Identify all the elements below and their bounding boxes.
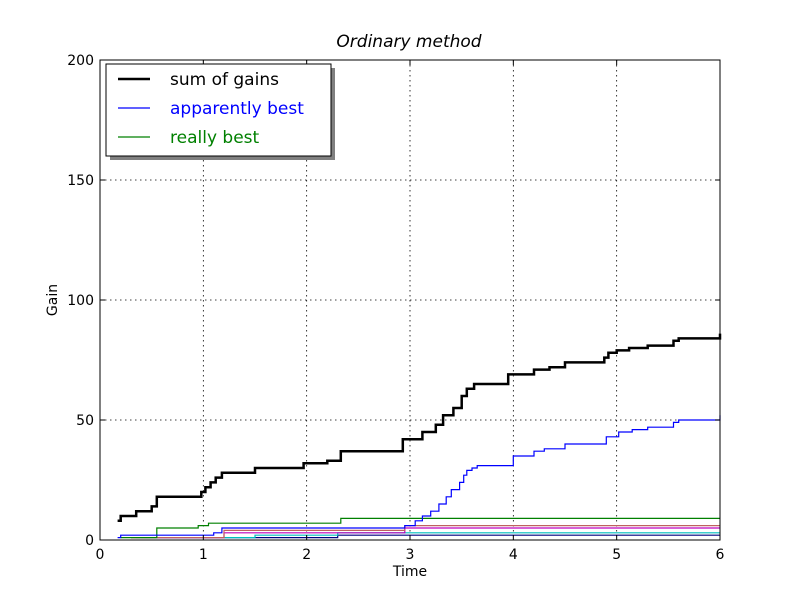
- series-line-apparently-best: [117, 415, 721, 539]
- legend: sum of gains apparently best really best: [105, 63, 335, 160]
- legend-label: apparently best: [170, 99, 304, 119]
- y-tick-label: 150: [67, 173, 94, 189]
- y-tick-label: 0: [85, 533, 94, 549]
- x-tick-label: 6: [716, 547, 725, 563]
- series-line-3: [131, 525, 720, 539]
- series-line-sum-of-gains: [117, 333, 722, 523]
- legend-label: sum of gains: [170, 70, 279, 90]
- ticks: 0 1 2 3 4 5 6 0 50 100 150 200: [67, 53, 724, 563]
- series-line-really-best: [120, 517, 720, 539]
- x-tick-label: 3: [406, 547, 415, 563]
- x-tick-label: 4: [509, 547, 518, 563]
- x-tick-label: 1: [199, 547, 208, 563]
- x-tick-label: 2: [302, 547, 311, 563]
- y-axis-label: Gain: [45, 284, 61, 316]
- x-axis-label: Time: [392, 564, 427, 580]
- x-tick-label: 5: [612, 547, 621, 563]
- chart-title: Ordinary method: [336, 32, 481, 52]
- legend-label: really best: [170, 128, 260, 148]
- y-tick-label: 200: [67, 53, 94, 69]
- y-tick-label: 100: [67, 293, 94, 309]
- plot-series: [117, 333, 722, 539]
- x-tick-label: 0: [96, 547, 105, 563]
- y-tick-label: 50: [76, 413, 94, 429]
